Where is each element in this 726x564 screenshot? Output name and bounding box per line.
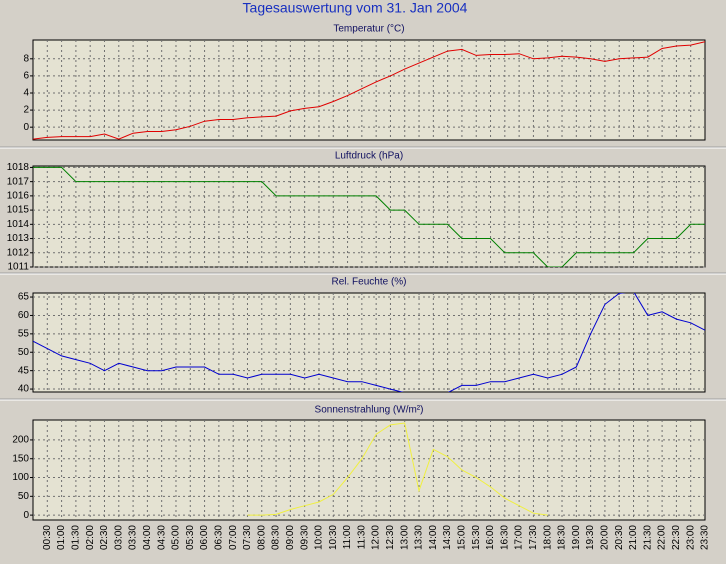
x-tick-label: 12:00 (371, 525, 382, 550)
x-tick-label: 14:30 (442, 525, 453, 550)
y-tick-label: 0 (23, 510, 29, 521)
y-tick-label: 1011 (7, 262, 29, 273)
x-tick-label: 05:00 (171, 525, 182, 550)
x-tick-label: 10:00 (314, 525, 325, 550)
x-tick-label: 16:30 (499, 525, 510, 550)
x-tick-label: 09:00 (285, 525, 296, 550)
data-line (33, 293, 705, 392)
x-tick-label: 04:30 (156, 525, 167, 550)
y-tick-label: 50 (18, 491, 30, 502)
y-tick-label: 65 (18, 292, 30, 303)
x-tick-label: 12:30 (385, 525, 396, 550)
x-tick-label: 10:30 (328, 525, 339, 550)
plot-area (32, 39, 706, 141)
y-tick-label: 1012 (7, 247, 30, 258)
x-tick-label: 22:00 (657, 525, 668, 550)
y-tick-label: 200 (12, 435, 29, 446)
y-tick-label: 45 (18, 365, 30, 376)
x-tick-label: 19:00 (571, 525, 582, 550)
x-tick-label: 21:30 (642, 525, 653, 550)
chart-title: Rel. Feuchte (%) (331, 277, 406, 288)
x-tick-label: 02:30 (99, 525, 110, 550)
y-tick-label: 2 (23, 105, 29, 116)
x-tick-label: 08:30 (271, 525, 282, 550)
x-tick-label: 01:00 (56, 525, 67, 550)
y-tick-label: 1018 (7, 162, 30, 173)
x-tick-label: 06:00 (199, 525, 210, 550)
x-tick-label: 03:30 (128, 525, 139, 550)
plot-area (32, 419, 706, 521)
y-tick-label: 1014 (7, 219, 30, 230)
y-tick-label: 6 (23, 71, 29, 82)
x-tick-label: 07:00 (228, 525, 239, 550)
y-tick-label: 40 (18, 384, 30, 395)
x-tick-label: 22:30 (671, 525, 682, 550)
y-tick-label: 1013 (7, 233, 30, 244)
x-tick-label: 19:30 (585, 525, 596, 550)
x-tick-label: 23:00 (685, 525, 696, 550)
x-tick-label: 11:30 (357, 525, 368, 550)
x-tick-label: 14:00 (428, 525, 439, 550)
x-tick-label: 17:00 (514, 525, 525, 550)
chart-title: Sonnenstrahlung (W/m²) (315, 405, 424, 416)
x-tick-label: 13:30 (414, 525, 425, 550)
x-tick-label: 15:00 (457, 525, 468, 550)
x-tick-label: 06:30 (214, 525, 225, 550)
chart-title: Luftdruck (hPa) (335, 151, 403, 162)
y-tick-label: 60 (18, 310, 30, 321)
x-tick-label: 20:00 (600, 525, 611, 550)
y-tick-label: 8 (23, 53, 29, 64)
x-tick-label: 00:30 (42, 525, 53, 550)
y-tick-label: 1015 (7, 205, 30, 216)
chart-title: Temperatur (°C) (333, 24, 404, 35)
x-tick-label: 05:30 (185, 525, 196, 550)
plot-area (32, 165, 706, 268)
x-tick-label: 09:30 (299, 525, 310, 550)
x-tick-label: 04:00 (142, 525, 153, 550)
y-tick-label: 55 (18, 328, 30, 339)
page-title: Tagesauswertung vom 31. Jan 2004 (243, 0, 468, 16)
y-tick-label: 100 (12, 472, 29, 483)
x-tick-label: 23:30 (700, 525, 711, 550)
plot-area (32, 292, 706, 393)
y-tick-label: 50 (18, 347, 30, 358)
y-tick-label: 0 (23, 122, 29, 133)
data-line (33, 166, 705, 267)
x-tick-label: 03:00 (113, 525, 124, 550)
x-tick-label: 15:30 (471, 525, 482, 550)
y-tick-label: 1016 (7, 191, 30, 202)
x-tick-label: 18:00 (542, 525, 553, 550)
y-tick-label: 4 (23, 88, 29, 99)
x-tick-label: 17:30 (528, 525, 539, 550)
data-line (33, 41, 705, 140)
x-tick-label: 13:00 (399, 525, 410, 550)
x-tick-label: 21:00 (628, 525, 639, 550)
x-tick-label: 16:00 (485, 525, 496, 550)
data-line (247, 422, 548, 516)
y-tick-label: 1017 (7, 176, 30, 187)
x-tick-label: 01:30 (71, 525, 82, 550)
x-tick-label: 18:30 (557, 525, 568, 550)
x-tick-label: 08:00 (256, 525, 267, 550)
x-tick-label: 11:00 (342, 525, 353, 550)
y-tick-label: 150 (12, 453, 29, 464)
x-tick-label: 02:00 (85, 525, 96, 550)
x-tick-label: 07:30 (242, 525, 253, 550)
x-tick-label: 20:30 (614, 525, 625, 550)
